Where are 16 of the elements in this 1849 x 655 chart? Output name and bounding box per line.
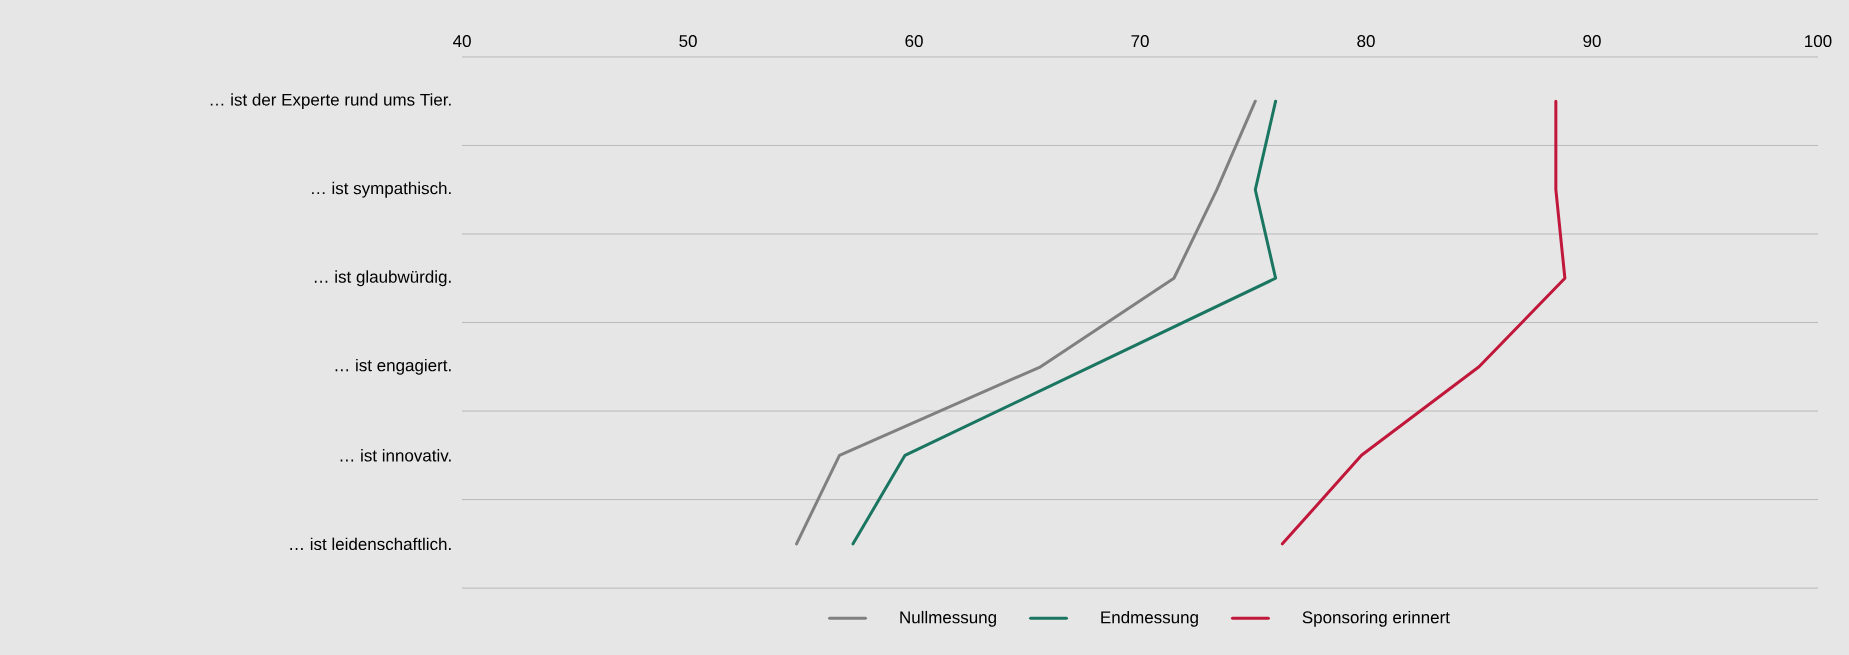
legend-label: Endmessung: [1101, 610, 1198, 627]
x-tick-label: 80: [1357, 35, 1375, 48]
y-tick-label: … ist der Experte rund ums Tier.: [210, 93, 451, 110]
legend-label: Sponsoring erinnert: [1302, 610, 1450, 627]
legend-label: Nullmessung: [900, 610, 996, 627]
x-tick-label: 60: [905, 35, 923, 48]
y-tick-label: … ist leidenschaftlich.: [290, 537, 451, 551]
x-tick-label: 70: [1131, 35, 1149, 48]
y-tick-label: … ist glaubwürdig.: [314, 270, 451, 287]
x-tick-label: 40: [453, 35, 471, 48]
x-tick-label: 50: [679, 35, 697, 48]
x-tick-label: 100: [1805, 35, 1832, 48]
y-tick-label: … ist engagiert.: [335, 358, 451, 375]
x-tick-label: 90: [1583, 35, 1601, 48]
y-tick-label: … ist sympathisch.: [312, 181, 451, 198]
y-tick-label: … ist innovativ.: [340, 449, 451, 462]
